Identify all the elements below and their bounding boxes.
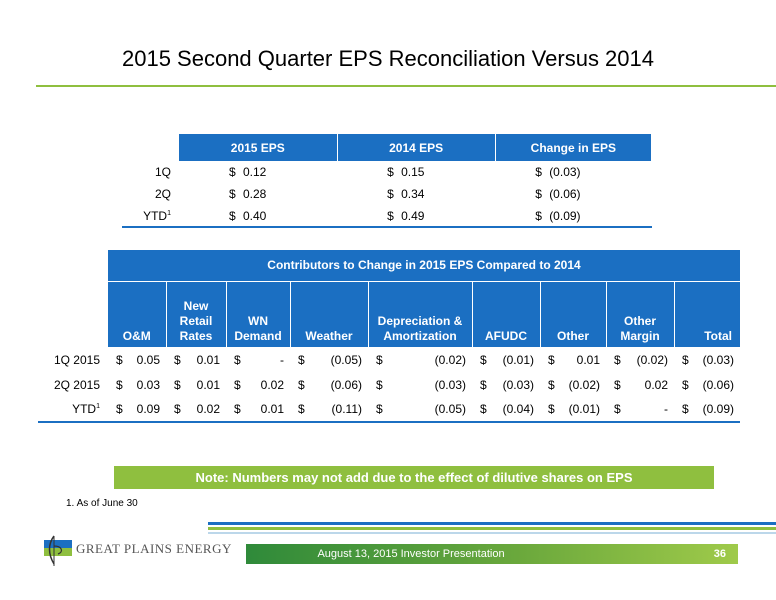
- contributors-table: Contributors to Change in 2015 EPS Compa…: [38, 250, 740, 423]
- contributors-header-blank: [38, 281, 108, 347]
- contributors-cell: $ (0.02): [548, 377, 600, 392]
- contributors-row: YTD1 $0.09 $0.02 $0.01 $ (0.11) $ (0.05) $ (0.04)…: [38, 397, 740, 423]
- contributors-col-header: Other: [540, 281, 607, 347]
- title-divider: [36, 85, 776, 87]
- contributors-cell: $0.09: [108, 397, 166, 423]
- contributors-cell: $ (0.09): [674, 397, 740, 423]
- eps-cell-change: $ (0.09): [495, 205, 652, 228]
- eps-header-blank: [122, 134, 179, 161]
- footnote: 1. As of June 30: [66, 498, 138, 509]
- contributors-cell: $ (0.02): [376, 352, 466, 367]
- footer-bar: August 13, 2015 Investor Presentation 36: [246, 544, 738, 564]
- eps-row-label: 2Q: [154, 187, 171, 201]
- contributors-cell: $0.01: [174, 377, 220, 392]
- logo-text: GREAT PLAINS ENERGY: [76, 541, 232, 556]
- eps-cell-change: $ (0.06): [535, 187, 581, 201]
- footer-rule-light: [208, 532, 776, 534]
- contributors-cell: $0.02: [234, 377, 284, 392]
- eps-cell-v2015: $0.12: [229, 165, 267, 179]
- company-logo-icon: [44, 535, 72, 566]
- contributors-banner-blank: [38, 250, 108, 281]
- contributors-row-label: 2Q 2015: [53, 377, 100, 392]
- contributors-cell: $ -: [606, 397, 674, 423]
- contributors-banner-row: Contributors to Change in 2015 EPS Compa…: [38, 250, 740, 282]
- page-title: 2015 Second Quarter EPS Reconciliation V…: [122, 46, 654, 71]
- contributors-cell: $ (0.11): [290, 397, 368, 423]
- contributors-cell: $0.01: [174, 352, 220, 367]
- eps-cell-v2014: $0.15: [387, 165, 425, 179]
- page-number: 36: [713, 548, 726, 560]
- contributors-cell: $0.01: [226, 397, 290, 423]
- contributors-cell: $ (0.03): [682, 352, 734, 367]
- contributors-cell: $ -: [234, 352, 284, 367]
- contributors-cell: $0.02: [614, 377, 668, 392]
- contributors-cell: $ (0.06): [682, 377, 734, 392]
- eps-cell-v2014: $0.49: [337, 205, 496, 228]
- contributors-col-header: WN Demand: [226, 281, 291, 347]
- contributors-banner: Contributors to Change in 2015 EPS Compa…: [108, 250, 740, 282]
- dilution-note: Note: Numbers may not add due to the eff…: [114, 466, 714, 489]
- contributors-col-header: Total: [674, 281, 740, 347]
- contributors-col-header: Other Margin: [606, 281, 675, 347]
- contributors-cell: $ (0.01): [480, 352, 534, 367]
- eps-cell-v2015: $0.40: [179, 205, 338, 228]
- contributors-cell: $0.02: [166, 397, 226, 423]
- eps-header-2015: 2015 EPS: [179, 134, 338, 161]
- contributors-row: 2Q 2015 $0.03 $0.01 $0.02 $ (0.06) $ (0.03) $ (0.…: [38, 372, 740, 397]
- footer-rule-green: [208, 527, 776, 530]
- contributors-col-header: Depreciation & Amortization: [368, 281, 473, 347]
- footer-text: August 13, 2015 Investor Presentation: [317, 548, 505, 560]
- eps-row-label: YTD1: [122, 205, 179, 228]
- footer-rule-blue: [208, 522, 776, 525]
- contributors-cell: $ (0.03): [480, 377, 534, 392]
- contributors-col-header: New Retail Rates: [166, 281, 227, 347]
- contributors-header-row: O&M New Retail Rates WN Demand Weather Depre…: [38, 281, 740, 347]
- contributors-col-header: Weather: [290, 281, 369, 347]
- eps-cell-v2014: $0.34: [387, 187, 425, 201]
- eps-cell-change: $ (0.03): [535, 165, 581, 179]
- eps-row: 2Q $0.28 $0.34 $ (0.06): [122, 183, 652, 205]
- contributors-cell: $ (0.01): [540, 397, 606, 423]
- contributors-col-header: AFUDC: [472, 281, 541, 347]
- contributors-row-label: YTD1: [38, 397, 108, 423]
- contributors-cell: $ (0.04): [472, 397, 540, 423]
- contributors-cell: $ (0.02): [614, 352, 668, 367]
- eps-header-change: Change in EPS: [495, 134, 653, 161]
- eps-row: 1Q $0.12 $0.15 $ (0.03): [122, 161, 652, 183]
- eps-row-label: 1Q: [154, 165, 171, 179]
- eps-cell-v2015: $0.28: [229, 187, 267, 201]
- contributors-cell: $0.05: [116, 352, 160, 367]
- contributors-cell: $ (0.05): [368, 397, 472, 423]
- contributors-row-label: 1Q 2015: [53, 352, 100, 367]
- eps-header-row: 2015 EPS 2014 EPS Change in EPS: [122, 134, 653, 161]
- contributors-cell: $0.03: [116, 377, 160, 392]
- eps-header-2014: 2014 EPS: [337, 134, 496, 161]
- contributors-col-header: O&M: [108, 281, 167, 347]
- contributors-cell: $ (0.06): [298, 377, 362, 392]
- contributors-cell: $0.01: [548, 352, 600, 367]
- eps-table: 2015 EPS 2014 EPS Change in EPS 1Q $0.12 $…: [122, 134, 653, 228]
- contributors-cell: $ (0.03): [376, 377, 466, 392]
- eps-row: YTD1 $0.40 $0.49 $ (0.09): [122, 205, 652, 228]
- contributors-row: 1Q 2015 $0.05 $0.01 $ - $ (0.05) $ (0.02) $ (0.01)…: [38, 347, 740, 372]
- contributors-cell: $ (0.05): [298, 352, 362, 367]
